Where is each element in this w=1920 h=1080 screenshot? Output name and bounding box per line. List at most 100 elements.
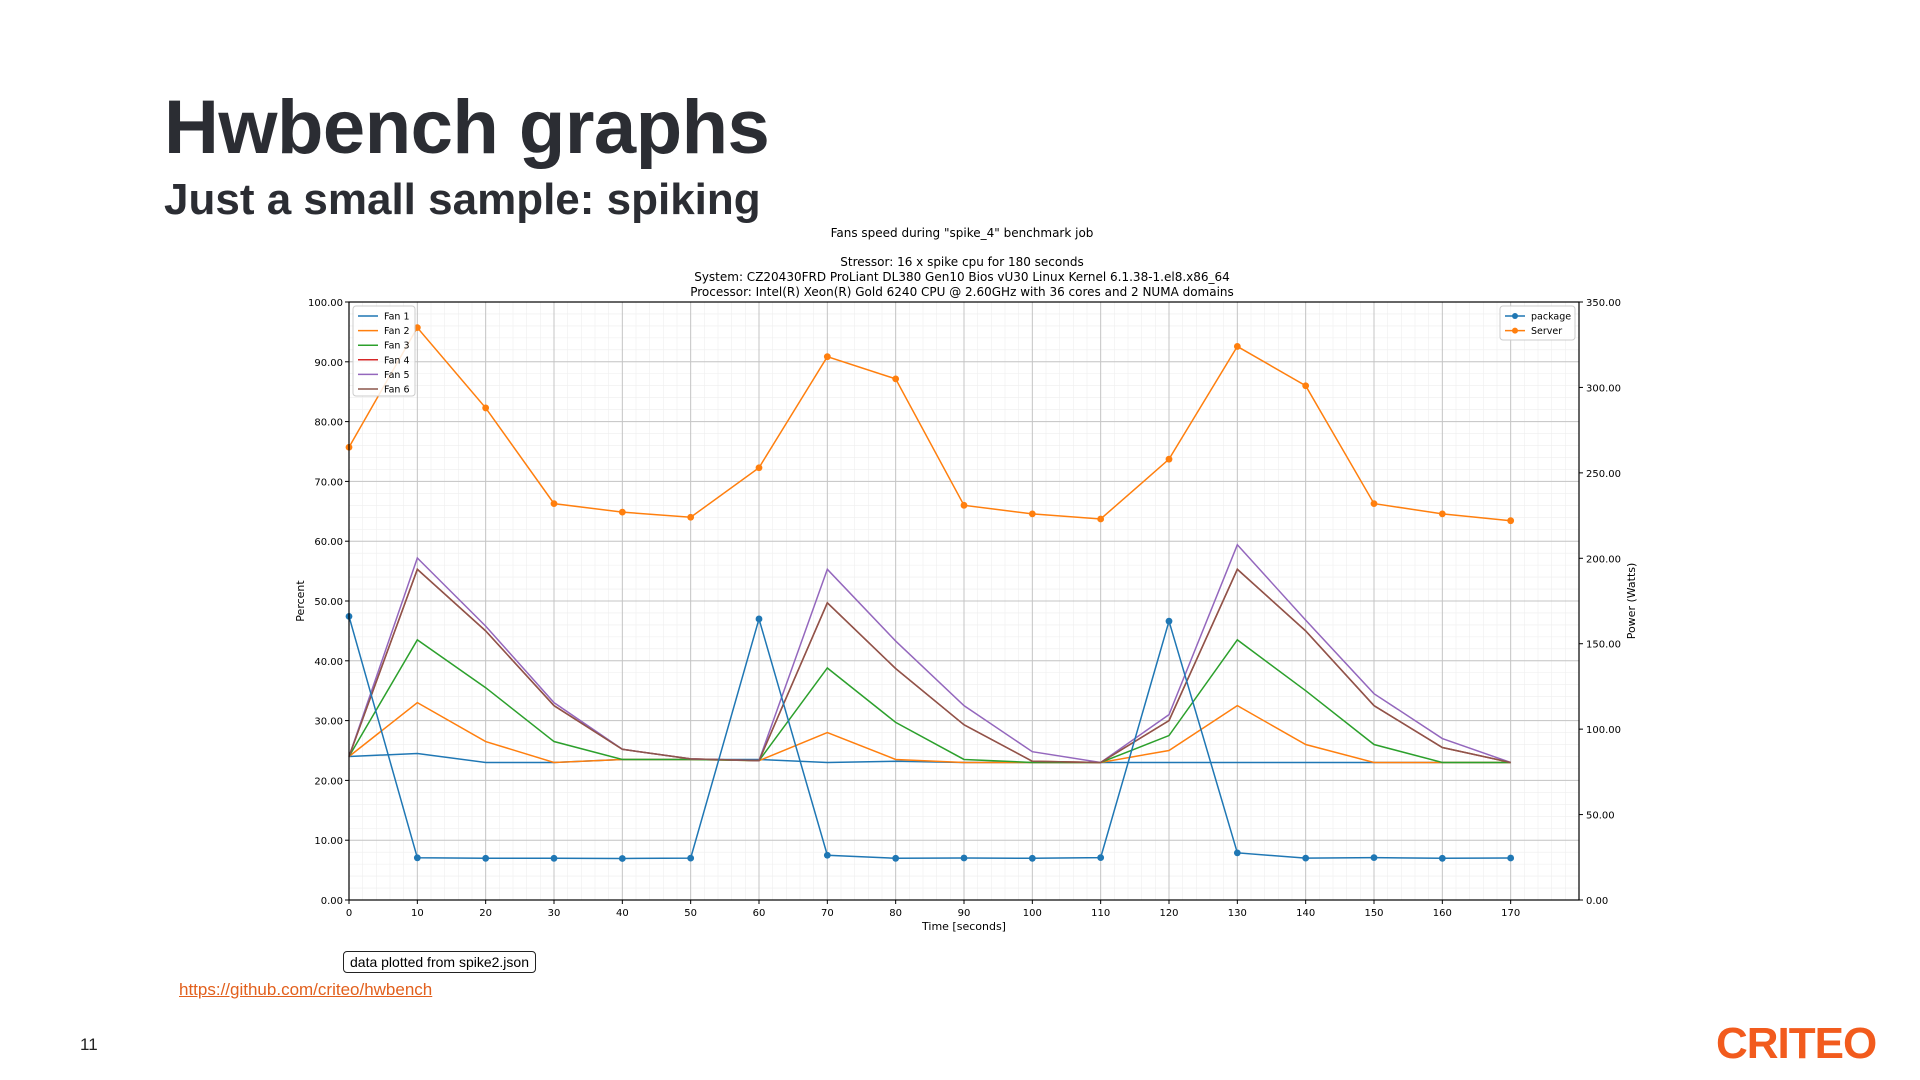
x-tick-label-50: 50	[684, 908, 697, 919]
point-server-90	[960, 501, 968, 509]
x-tick-label-60: 60	[753, 908, 766, 919]
series-line-fan-6	[348, 568, 1511, 764]
source-note: data plotted from spike2.json	[343, 951, 536, 973]
chart-subtitle-line-3: Processor: Intel(R) Xeon(R) Gold 6240 CP…	[690, 285, 1234, 299]
y-tick-label-80.00: 80.00	[314, 418, 343, 429]
point-package-50	[687, 854, 695, 862]
x-tick-label-40: 40	[616, 908, 629, 919]
y-tick-label-70.00: 70.00	[314, 477, 343, 488]
point-package-10	[413, 854, 421, 862]
y-tick-label-30.00: 30.00	[314, 717, 343, 728]
point-package-130	[1233, 849, 1241, 857]
point-package-140	[1302, 854, 1310, 862]
point-server-80	[892, 375, 900, 383]
point-package-150	[1370, 854, 1378, 862]
x-tick-label-170: 170	[1501, 908, 1520, 919]
chart-subtitle-line-2: System: CZ20430FRD ProLiant DL380 Gen10 …	[694, 270, 1230, 284]
y2-tick-label-250.00: 250.00	[1586, 469, 1621, 480]
x-tick-label-150: 150	[1364, 908, 1383, 919]
legend-label-server: Server	[1531, 326, 1562, 337]
legend-label-fan-5: Fan 5	[384, 370, 410, 381]
series-line-package	[348, 616, 1511, 860]
x-tick-label-80: 80	[889, 908, 902, 919]
point-package-70	[823, 851, 831, 859]
legend-fans-box	[352, 305, 416, 397]
point-package-30	[550, 854, 558, 862]
y2-axis-label: Power (Watts)	[1625, 563, 1638, 640]
y2-tick-label-200.00: 200.00	[1586, 554, 1621, 565]
x-tick-label-100: 100	[1023, 908, 1042, 919]
point-package-120	[1165, 617, 1173, 625]
slide-title: Hwbench graphs	[164, 85, 770, 170]
point-package-110	[1097, 854, 1105, 862]
y2-tick-label-0.00: 0.00	[1586, 896, 1608, 907]
page-number: 11	[80, 1035, 98, 1054]
repo-link[interactable]: https://github.com/criteo/hwbench	[179, 980, 433, 999]
point-server-170	[1507, 517, 1515, 525]
x-axis-label: Time [seconds]	[921, 920, 1006, 933]
x-tick-label-90: 90	[958, 908, 971, 919]
x-tick-label-30: 30	[548, 908, 561, 919]
y2-tick-label-50.00: 50.00	[1586, 811, 1615, 822]
y-tick-label-10.00: 10.00	[314, 836, 343, 847]
point-server-110	[1097, 515, 1105, 523]
x-tick-label-70: 70	[821, 908, 834, 919]
x-tick-label-130: 130	[1228, 908, 1247, 919]
legend-power-box	[1499, 305, 1576, 341]
x-tick-label-160: 160	[1433, 908, 1452, 919]
legend-label-fan-3: Fan 3	[384, 341, 410, 352]
chart-subtitle-line-1: Stressor: 16 x spike cpu for 180 seconds	[840, 255, 1083, 269]
series-line-fan-2	[348, 701, 1511, 764]
point-server-100	[1028, 510, 1036, 518]
point-package-20	[482, 854, 490, 862]
point-server-150	[1370, 500, 1378, 508]
y-axis-label: Percent	[294, 580, 307, 622]
point-server-40	[618, 508, 626, 516]
point-package-60	[755, 615, 763, 623]
slide-subtitle: Just a small sample: spiking	[164, 175, 761, 224]
series-line-fan-4	[348, 568, 1511, 764]
x-tick-label-110: 110	[1091, 908, 1110, 919]
y-tick-label-0.00: 0.00	[321, 896, 343, 907]
series-line-fan-5	[348, 543, 1511, 764]
legend-power: package Server	[1499, 305, 1576, 341]
legend-label-fan-6: Fan 6	[384, 385, 410, 396]
point-server-130	[1233, 343, 1241, 350]
legend-fans: Fan 1 Fan 2 Fan 3 Fan 4 Fan 5 Fan 6	[352, 305, 416, 397]
y-tick-label-90.00: 90.00	[314, 358, 343, 369]
point-package-90	[960, 854, 968, 862]
point-server-50	[687, 513, 695, 521]
legend-label-fan-4: Fan 4	[384, 355, 410, 366]
y-tick-label-40.00: 40.00	[314, 657, 343, 668]
y-tick-label-60.00: 60.00	[314, 537, 343, 548]
y2-tick-label-150.00: 150.00	[1586, 640, 1621, 651]
x-tick-label-0: 0	[346, 908, 352, 919]
y-tick-label-100.00: 100.00	[308, 298, 343, 309]
y2-tick-label-300.00: 300.00	[1586, 383, 1621, 394]
x-tick-label-140: 140	[1296, 908, 1315, 919]
series-line-fan-3	[348, 638, 1511, 764]
series-line-fan-1	[348, 752, 1511, 764]
point-server-10	[413, 324, 421, 332]
y2-tick-label-350.00: 350.00	[1586, 298, 1621, 309]
point-server-60	[755, 464, 763, 472]
point-server-70	[823, 353, 831, 361]
y-tick-label-50.00: 50.00	[314, 597, 343, 608]
point-package-160	[1438, 854, 1446, 862]
y-tick-label-20.00: 20.00	[314, 776, 343, 787]
point-package-100	[1028, 854, 1036, 862]
series-line-server	[348, 326, 1511, 522]
criteo-logo: CRITEO	[1716, 1019, 1877, 1068]
y2-tick-label-100.00: 100.00	[1586, 725, 1621, 736]
chart-title: Fans speed during "spike_4" benchmark jo…	[831, 226, 1094, 240]
x-tick-label-10: 10	[411, 908, 424, 919]
point-server-140	[1302, 382, 1310, 390]
point-server-120	[1165, 455, 1173, 463]
legend-marker-server	[1512, 327, 1518, 334]
point-package-80	[892, 854, 900, 862]
legend-marker-package	[1512, 313, 1518, 319]
point-server-30	[550, 500, 558, 508]
point-package-170	[1507, 854, 1515, 862]
x-tick-label-20: 20	[479, 908, 492, 919]
